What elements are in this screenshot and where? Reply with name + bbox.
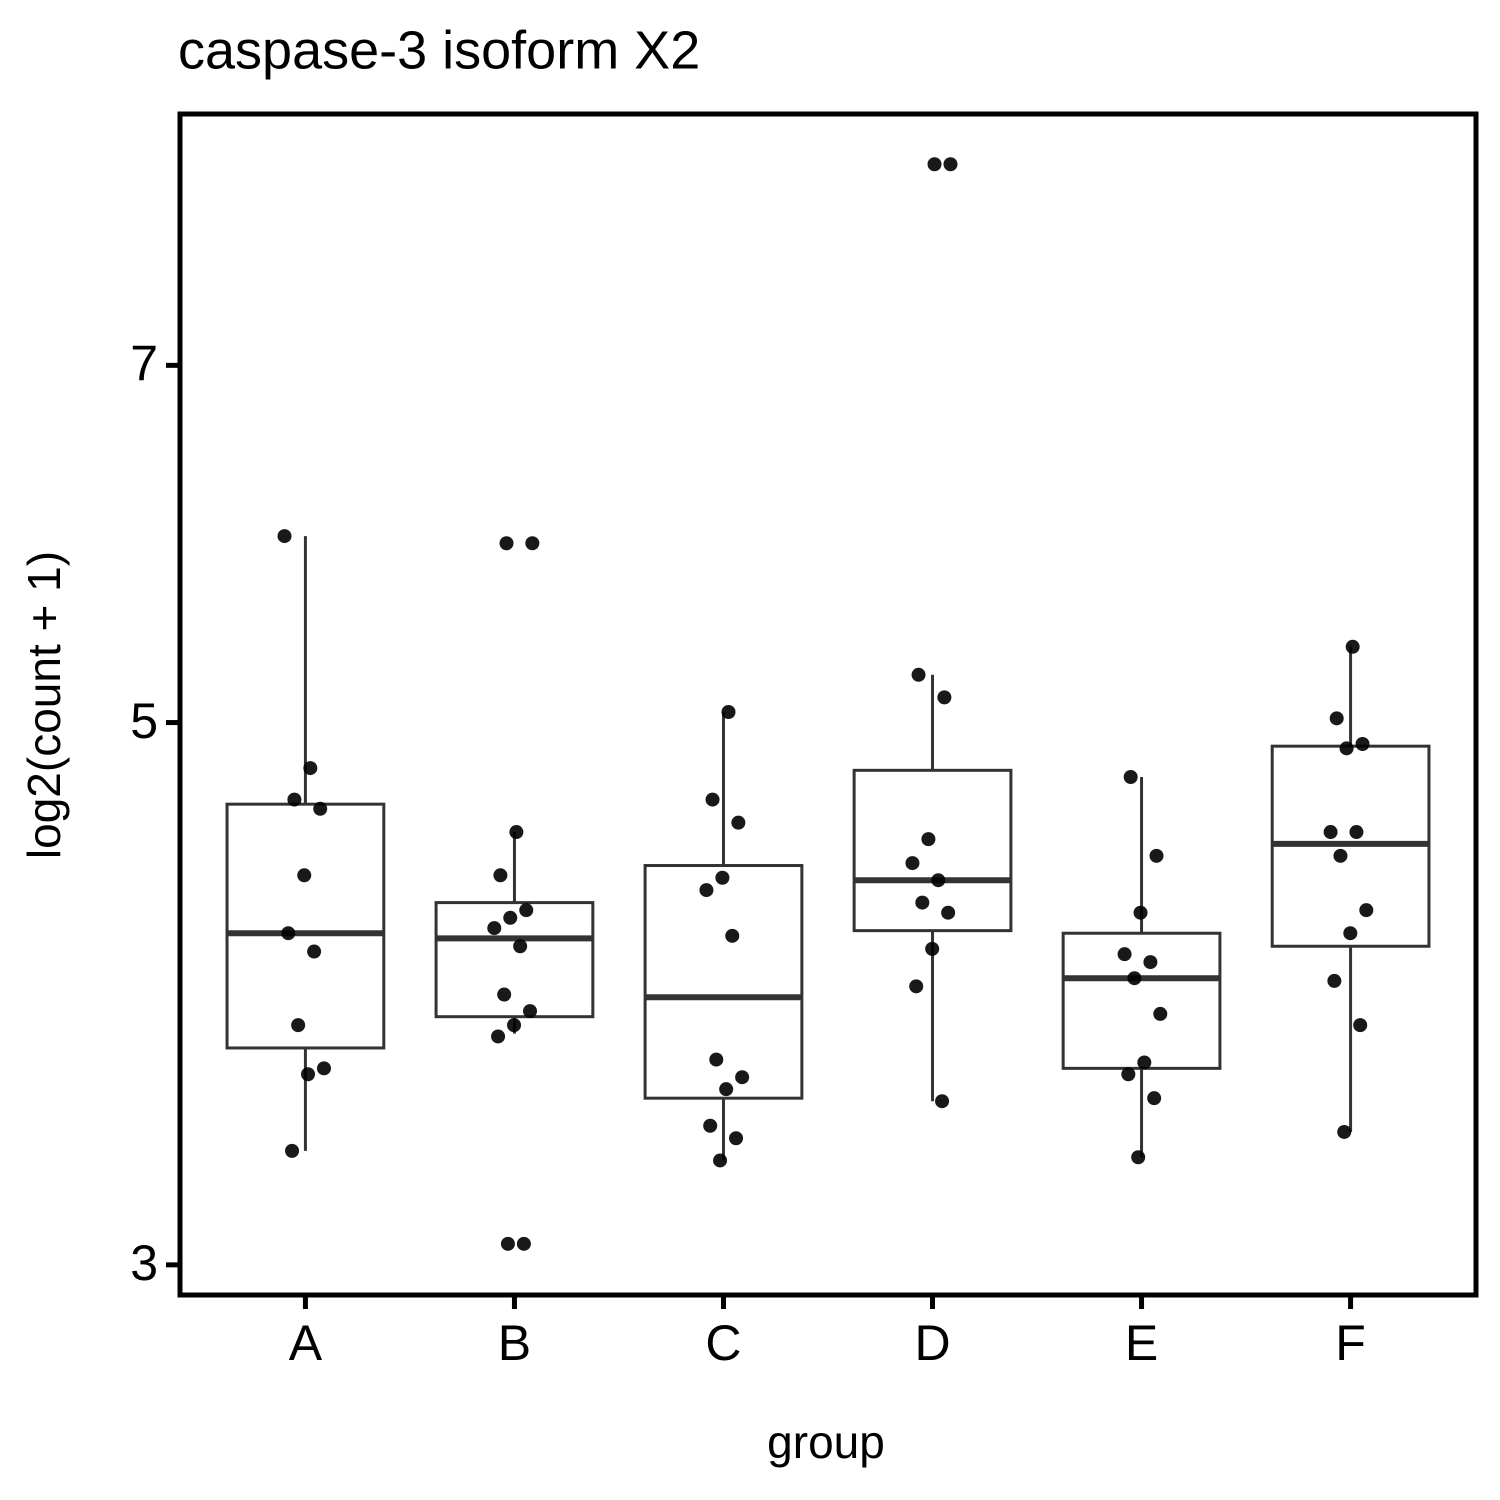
data-point <box>497 987 512 1002</box>
data-point <box>1359 903 1374 918</box>
box <box>852 768 1013 933</box>
data-point <box>519 903 534 918</box>
data-point <box>509 825 524 840</box>
data-point <box>1353 1018 1368 1033</box>
y-tick-label: 3 <box>130 1235 158 1291</box>
data-point <box>1339 741 1354 756</box>
data-point <box>937 690 952 705</box>
x-tick-label: E <box>1125 1315 1158 1371</box>
data-point <box>525 536 540 551</box>
data-point <box>1147 1091 1162 1106</box>
data-point <box>935 1094 950 1109</box>
data-point <box>1133 905 1148 920</box>
data-point <box>909 979 924 994</box>
data-point <box>523 1004 538 1019</box>
y-tick-label: 5 <box>130 693 158 749</box>
data-point <box>1117 947 1132 962</box>
box <box>643 864 804 1100</box>
x-tick-label: A <box>289 1315 323 1371</box>
data-point <box>503 910 518 925</box>
data-point <box>699 883 714 898</box>
data-point <box>731 815 746 830</box>
data-point <box>719 1082 734 1097</box>
data-point <box>1337 1124 1352 1139</box>
data-point <box>507 1018 522 1033</box>
data-point <box>725 928 740 943</box>
x-tick-label: C <box>705 1315 741 1371</box>
data-point <box>1327 973 1342 988</box>
data-point <box>301 1067 316 1082</box>
data-point <box>500 1236 515 1251</box>
data-point <box>915 895 930 910</box>
data-point <box>1149 848 1164 863</box>
data-point <box>721 704 736 719</box>
y-tick-label: 7 <box>130 336 158 392</box>
data-point <box>287 792 302 807</box>
data-point <box>1323 825 1338 840</box>
data-point <box>715 870 730 885</box>
data-point <box>1121 1067 1136 1082</box>
data-point <box>491 1029 506 1044</box>
data-point <box>1137 1055 1152 1070</box>
x-tick-label: F <box>1335 1315 1366 1371</box>
data-point <box>291 1018 306 1033</box>
y-axis-label: log2(count + 1) <box>18 551 70 859</box>
data-point <box>1329 711 1344 726</box>
data-point <box>1333 848 1348 863</box>
data-point <box>313 801 328 816</box>
data-point <box>943 157 958 172</box>
data-point <box>709 1052 724 1067</box>
data-point <box>1143 955 1158 970</box>
data-point <box>735 1070 750 1085</box>
data-point <box>927 157 942 172</box>
data-point <box>713 1153 728 1168</box>
data-point <box>303 761 318 776</box>
data-point <box>285 1143 300 1158</box>
data-point <box>307 944 322 959</box>
data-point <box>1355 737 1370 752</box>
data-point <box>493 868 508 883</box>
data-point <box>277 529 292 544</box>
data-point <box>941 905 956 920</box>
data-point <box>297 868 312 883</box>
chart-title: caspase-3 isoform X2 <box>178 20 700 80</box>
data-point <box>1343 926 1358 941</box>
data-point <box>1127 971 1142 986</box>
data-point <box>729 1131 744 1146</box>
data-point <box>487 921 502 936</box>
data-point <box>703 1118 718 1133</box>
x-tick-label: B <box>498 1315 531 1371</box>
data-point <box>1131 1150 1146 1165</box>
data-point <box>516 1236 531 1251</box>
data-point <box>1123 770 1138 785</box>
data-point <box>925 941 940 956</box>
data-point <box>513 939 528 954</box>
box <box>225 802 386 1050</box>
data-point <box>931 873 946 888</box>
x-axis-label: group <box>767 1416 885 1468</box>
data-point <box>911 667 926 682</box>
data-point <box>1345 639 1360 654</box>
data-point <box>905 856 920 871</box>
data-point <box>499 536 514 551</box>
data-point <box>1349 825 1364 840</box>
data-point <box>705 792 720 807</box>
data-point <box>921 832 936 847</box>
data-point <box>316 1061 331 1076</box>
panel-border <box>177 111 1479 1298</box>
data-point <box>1153 1006 1168 1021</box>
box <box>434 901 595 1019</box>
x-tick-label: D <box>914 1315 950 1371</box>
data-point <box>281 926 296 941</box>
